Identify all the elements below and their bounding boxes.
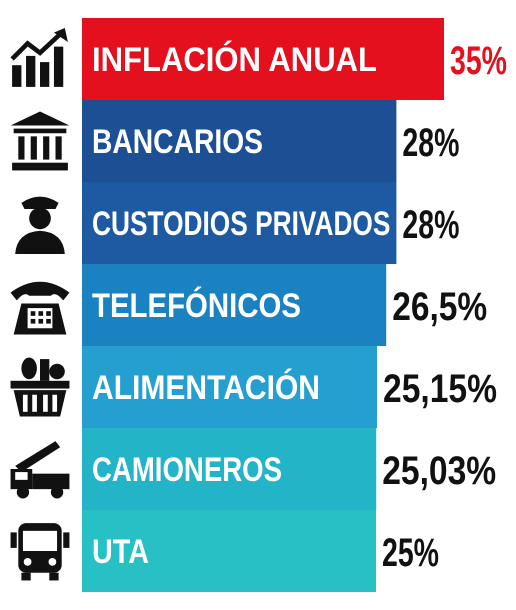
- value-label-camioneros: 25,03%: [382, 449, 496, 493]
- value-label-inflacion-anual: 35%: [450, 39, 507, 83]
- value-label-alimentacion: 25,15%: [383, 367, 497, 411]
- truck-icon: [10, 441, 70, 499]
- category-label-uta: UTA: [92, 533, 149, 571]
- value-label-telefonicos: 26,5%: [392, 285, 487, 329]
- bar-inflacion-anual: [82, 18, 444, 100]
- bar-bancarios: [82, 100, 397, 182]
- category-label-bancarios: BANCARIOS: [92, 123, 263, 161]
- value-label-custodios-privados: 28%: [402, 203, 459, 247]
- bus-icon: [10, 523, 70, 581]
- bank-icon: [10, 111, 70, 171]
- category-label-alimentacion: ALIMENTACIÓN: [92, 369, 320, 407]
- trend-chart-icon: [12, 28, 68, 87]
- value-label-uta: 25%: [382, 531, 439, 575]
- value-label-bancarios: 28%: [402, 121, 459, 165]
- category-label-camioneros: CAMIONEROS: [92, 451, 282, 489]
- guard-icon: [15, 196, 65, 254]
- category-label-custodios-privados: CUSTODIOS PRIVADOS: [92, 205, 390, 243]
- bar-alimentacion: [82, 346, 378, 428]
- bar-telefonicos: [82, 264, 387, 346]
- bar-camioneros: [82, 428, 377, 510]
- bar-custodios-privados: [82, 182, 397, 264]
- category-label-telefonicos: TELEFÓNICOS: [92, 287, 301, 325]
- grocery-basket-icon: [10, 357, 70, 417]
- category-label-inflacion-anual: INFLACIÓN ANUAL: [92, 41, 377, 79]
- bar-uta: [82, 510, 376, 592]
- telephone-icon: [10, 281, 70, 335]
